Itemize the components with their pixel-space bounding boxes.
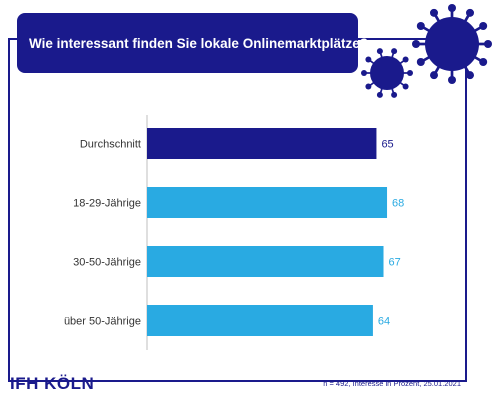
category-label-2: 30-50-Jährige (73, 257, 141, 269)
category-label-0: Durchschnitt (80, 139, 141, 151)
category-label-1: 18-29-Jährige (73, 198, 141, 210)
virus-icon-large (412, 4, 492, 84)
footnote: n = 492, Interesse in Prozent, 25.01.202… (323, 379, 461, 388)
value-label-1: 68 (392, 198, 404, 210)
brand-logo: IFH KÖLN (10, 374, 95, 393)
chart-title: Wie interessant finden Sie lokale Online… (29, 35, 368, 51)
virus-icon-small (361, 48, 413, 98)
title-banner: Wie interessant finden Sie lokale Online… (17, 13, 368, 73)
bar-2 (147, 246, 384, 277)
bar-3 (147, 305, 373, 336)
bar-1 (147, 187, 388, 218)
category-label-3: über 50-Jährige (64, 316, 141, 328)
bar-0 (147, 128, 377, 159)
value-label-2: 67 (389, 257, 401, 269)
value-label-0: 65 (381, 139, 393, 151)
value-label-3: 64 (378, 316, 390, 328)
